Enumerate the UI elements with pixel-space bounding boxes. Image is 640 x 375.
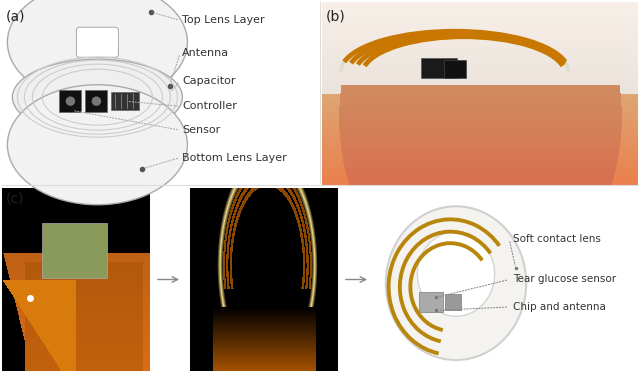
Ellipse shape: [8, 0, 188, 102]
Bar: [85, 90, 108, 112]
Bar: [445, 294, 461, 310]
Circle shape: [92, 97, 100, 105]
Ellipse shape: [386, 206, 526, 360]
Text: (a): (a): [6, 10, 26, 24]
Text: Capacitor: Capacitor: [182, 76, 236, 86]
Text: Antenna: Antenna: [182, 48, 229, 58]
Bar: [444, 60, 466, 78]
Text: Chip and antenna: Chip and antenna: [513, 302, 606, 312]
Bar: [378, 188, 638, 371]
Text: Tear glucose sensor: Tear glucose sensor: [513, 274, 616, 285]
Text: Top Lens Layer: Top Lens Layer: [182, 15, 265, 25]
Circle shape: [67, 97, 74, 105]
Bar: [42, 223, 107, 278]
Ellipse shape: [417, 232, 495, 316]
Ellipse shape: [12, 59, 182, 135]
Text: Soft contact lens: Soft contact lens: [513, 234, 601, 244]
FancyBboxPatch shape: [76, 27, 118, 57]
Bar: [421, 57, 457, 78]
Bar: [60, 90, 81, 112]
Text: Sensor: Sensor: [182, 125, 220, 135]
Text: (b): (b): [326, 10, 346, 24]
Bar: [111, 92, 140, 110]
Ellipse shape: [8, 85, 188, 205]
Text: (c): (c): [6, 192, 24, 206]
Text: Controller: Controller: [182, 101, 237, 111]
Text: Bottom Lens Layer: Bottom Lens Layer: [182, 153, 287, 162]
Bar: [2, 2, 320, 185]
Bar: [419, 292, 444, 312]
